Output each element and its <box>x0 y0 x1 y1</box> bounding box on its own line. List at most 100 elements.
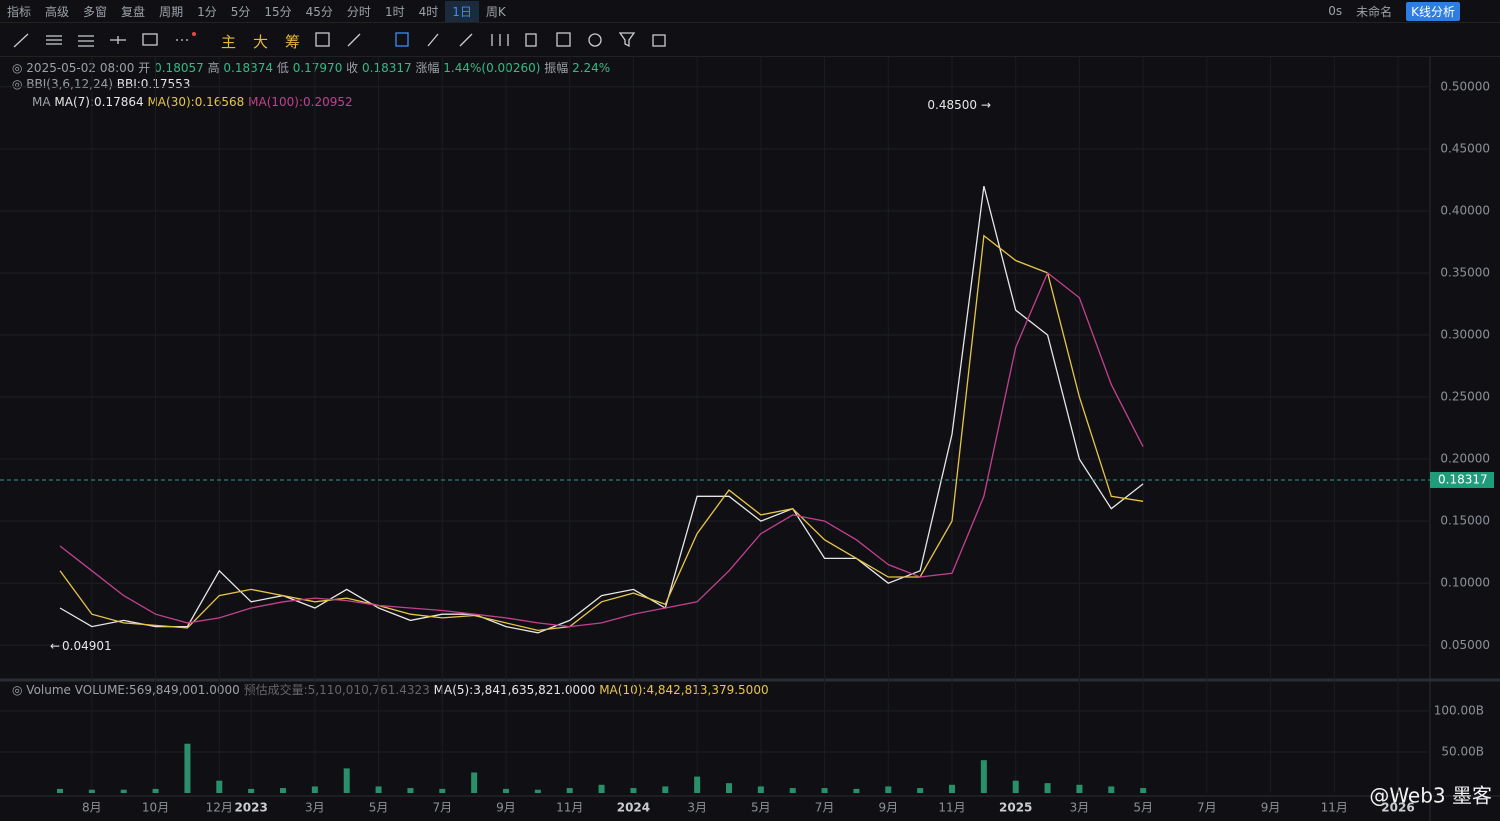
volume-bar <box>1108 786 1115 793</box>
legend-entry: MA(7):0.17864 <box>54 95 144 109</box>
volume-bar <box>598 784 605 793</box>
value: 0.18317 <box>362 61 412 75</box>
series-line <box>59 271 1144 628</box>
toolbar-item[interactable]: 1日 <box>445 0 479 22</box>
volume-ma10: MA(10):4,842,813,379.5000 <box>599 683 769 697</box>
volume-estimate: 预估成交量:5,110,010,761.4323 <box>243 683 430 697</box>
volume-bar <box>1012 780 1019 793</box>
x-tick-label: 3月 <box>687 801 707 815</box>
volume-bar <box>120 789 127 793</box>
x-tick-label: 3月 <box>305 801 325 815</box>
top-right: 0s 未命名 K线分析 <box>1328 0 1460 22</box>
toolbar-item[interactable]: 15分 <box>264 4 292 19</box>
label: 涨幅 <box>415 61 440 75</box>
volume-bar <box>917 788 924 793</box>
volume-bar <box>471 772 478 793</box>
date: 2025-05-02 08:00 <box>26 61 135 75</box>
volume-info: ◎ Volume VOLUME:569,849,001.0000 预估成交量:5… <box>12 683 769 697</box>
label: 振幅 <box>544 61 569 75</box>
bbi-name: BBI(3,6,12,24) <box>26 77 113 91</box>
toolbar-item[interactable]: 1时 <box>384 4 405 19</box>
volume-bar <box>503 788 509 793</box>
arrow: ← <box>50 639 60 653</box>
toolbar-item[interactable]: 4时 <box>418 4 439 19</box>
toolbar-item[interactable]: K线分析 <box>1406 1 1460 21</box>
toolbar-item[interactable]: 复盘 <box>121 4 146 19</box>
label: 收 <box>346 61 359 75</box>
tool-button[interactable]: 主 <box>221 33 237 51</box>
toolbar-item[interactable]: 周期 <box>159 4 184 19</box>
volume-ma5: MA(5):3,841,635,821.0000 <box>433 683 596 697</box>
x-tick-label: 2026 <box>1381 801 1414 815</box>
value: 0.18057 <box>154 61 204 75</box>
x-tick-label: 9月 <box>1261 801 1281 815</box>
label: 低 <box>276 61 289 75</box>
x-tick-label: 5月 <box>369 801 389 815</box>
volume-bar <box>853 788 860 793</box>
value: 0.18374 <box>223 61 274 75</box>
tool-button[interactable]: 大 <box>253 33 269 51</box>
toolbar-item[interactable]: 45分 <box>305 4 333 19</box>
bbi-info: ◎ BBI(3,6,12,24) BBI:0.17553 <box>12 77 191 91</box>
volume-bar <box>248 788 255 793</box>
x-tick-label: 7月 <box>815 801 835 815</box>
tool-button[interactable]: 筹 <box>285 33 301 51</box>
y2-tick-label: 50.00B <box>1441 744 1484 758</box>
last-price-box <box>1430 471 1494 488</box>
volume-bar <box>726 783 732 793</box>
legend-entry: MA(30):0.16568 <box>147 95 245 109</box>
arrow: → <box>981 98 991 112</box>
ohlc-info: ◎ 2025-05-02 08:00 开 0.18057 高 0.18374 低… <box>12 61 611 75</box>
toolbar-item[interactable]: 未命名 <box>1356 4 1393 19</box>
x-tick-label: 11月 <box>556 801 583 815</box>
volume-bar <box>280 788 286 793</box>
x-tick-label: 3月 <box>1070 801 1090 815</box>
last-price-label: 0.18317 <box>1438 472 1488 486</box>
x-tick-label: 2024 <box>617 801 650 815</box>
label: 开 <box>138 61 151 75</box>
toolbar-item[interactable]: 0s <box>1328 4 1343 18</box>
volume-bar <box>534 789 541 793</box>
volume-bar <box>88 789 95 793</box>
value: 1.44%(0.00260) <box>443 61 541 75</box>
toolbar-item[interactable]: 多窗 <box>83 4 108 19</box>
x-tick-label: 11月 <box>938 801 965 815</box>
volume-bar <box>630 788 637 793</box>
y-tick-label: 0.10000 <box>1440 576 1490 590</box>
y-tick-label: 0.35000 <box>1440 265 1490 279</box>
x-tick-label: 2023 <box>234 801 267 815</box>
volume-bar <box>1044 783 1051 793</box>
watermark: @Web3 墨客 <box>1369 784 1492 808</box>
volume-bar <box>885 786 892 793</box>
x-tick-label: 5月 <box>1133 801 1153 815</box>
x-tick-label: 11月 <box>1321 801 1348 815</box>
toolbar-item[interactable]: 5分 <box>230 4 251 19</box>
x-tick-label: 7月 <box>432 801 452 815</box>
volume-bar <box>757 786 764 793</box>
x-tick-label: 9月 <box>496 801 516 815</box>
toolbar-item[interactable]: 指标 <box>7 4 32 19</box>
series-line <box>59 234 1144 632</box>
y-tick-label: 0.45000 <box>1440 141 1490 155</box>
volume-bar <box>343 768 350 793</box>
toolbar-item[interactable]: 周K <box>485 4 506 19</box>
volume-bar <box>407 788 414 793</box>
top-bar: 指标 高级 多窗 复盘 周期 1分 5分 15分 45分 分时 1时 4时 1日 周K <box>0 0 1500 23</box>
y-tick-label: 0.05000 <box>1440 638 1490 652</box>
x-tick-label: 5月 <box>751 801 771 815</box>
max-annotation: 0.48500 <box>927 98 977 112</box>
toolbar-item[interactable]: 高级 <box>45 4 70 19</box>
toolbar-item[interactable]: 1分 <box>197 4 217 19</box>
volume-bar <box>375 786 382 793</box>
volume-bar <box>789 788 796 793</box>
volume-bar <box>439 788 446 793</box>
toolbar-item[interactable]: 分时 <box>346 4 371 19</box>
x-tick-label: 8月 <box>82 801 102 815</box>
y-tick-label: 0.15000 <box>1440 514 1490 528</box>
y-tick-label: 0.40000 <box>1440 203 1490 217</box>
volume-title: Volume <box>26 683 71 697</box>
y-tick-label: 0.25000 <box>1440 390 1490 404</box>
volume-bar <box>152 788 159 793</box>
volume-value: VOLUME:569,849,001.0000 <box>74 683 240 697</box>
